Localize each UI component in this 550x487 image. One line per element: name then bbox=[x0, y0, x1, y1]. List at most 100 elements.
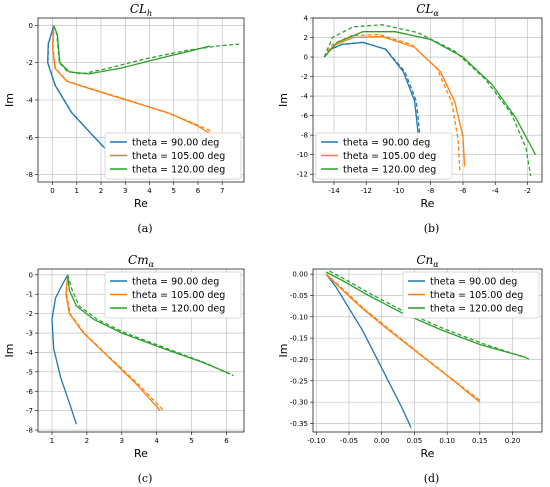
subplot-title: Cnα bbox=[416, 253, 439, 269]
legend-entry: theta = 105.00 deg bbox=[132, 290, 225, 301]
x-tick-label: 6 bbox=[224, 437, 229, 445]
y-axis-label: Im bbox=[277, 93, 290, 107]
series-line-105-dashed bbox=[52, 25, 213, 133]
y-tick-label: -5 bbox=[26, 368, 33, 376]
legend-box bbox=[315, 132, 453, 180]
x-tick-label: 2 bbox=[99, 187, 103, 195]
x-tick-label: -12 bbox=[360, 187, 371, 195]
y-axis-label: Im bbox=[277, 344, 290, 358]
x-tick-label: -0.10 bbox=[307, 437, 325, 445]
y-tick-label: 4 bbox=[304, 15, 309, 23]
y-tick-label: 0 bbox=[304, 54, 308, 62]
y-tick-label: -6 bbox=[26, 388, 34, 396]
y-tick-label: -1 bbox=[26, 291, 33, 299]
x-tick-label: 6 bbox=[196, 187, 201, 195]
series-line-105-dashed bbox=[65, 274, 165, 412]
y-tick-label: -6 bbox=[26, 134, 34, 142]
x-tick-label: 3 bbox=[123, 187, 127, 195]
series-line-120-dashed bbox=[53, 25, 240, 75]
series-line-120-solid bbox=[325, 271, 526, 358]
x-tick-label: 0.20 bbox=[505, 437, 521, 445]
y-tick-label: -12 bbox=[297, 171, 308, 179]
x-axis-label: Re bbox=[421, 447, 435, 460]
plot-frame bbox=[37, 17, 245, 183]
subplot-caption: (d) bbox=[424, 472, 440, 485]
subplot-caption: (c) bbox=[138, 472, 153, 485]
x-tick-label: -14 bbox=[328, 187, 340, 195]
legend-entry: theta = 105.00 deg bbox=[430, 290, 523, 301]
y-tick-label: -4 bbox=[26, 349, 34, 357]
subplot-c: 1 2 3 4 5 6 0 -1 -2 -3 -4 -5 -6 -7 -8 Cmα Re Im theta = 90… bbox=[3, 253, 245, 485]
y-tick-label: -10 bbox=[297, 151, 308, 159]
x-axis-label: Re bbox=[421, 197, 435, 210]
legend-entry: theta = 90.00 deg bbox=[430, 276, 517, 287]
series-line-900-dashed bbox=[323, 41, 421, 151]
x-tick-label: 1 bbox=[75, 187, 79, 195]
series-line-105-solid bbox=[323, 35, 466, 167]
x-axis-label: Re bbox=[134, 197, 148, 210]
y-tick-label: -6 bbox=[301, 112, 309, 120]
x-tick-label: 4 bbox=[147, 187, 152, 195]
y-axis-label: Im bbox=[3, 93, 16, 107]
y-tick-label: -3 bbox=[26, 330, 33, 338]
legend-entry: theta = 105.00 deg bbox=[132, 151, 225, 162]
y-tick-label: -4 bbox=[26, 97, 34, 105]
y-tick-label: -0.15 bbox=[290, 335, 308, 343]
x-tick-label: -6 bbox=[459, 187, 467, 195]
legend: theta = 90.00 deg theta = 105.00 deg theta… bbox=[315, 132, 453, 180]
x-tick-label: 0.05 bbox=[407, 437, 423, 445]
y-tick-label: -4 bbox=[301, 93, 309, 101]
y-tick-label: 0.00 bbox=[292, 271, 308, 279]
y-tick-label: -2 bbox=[26, 59, 33, 67]
subplot-title: Cmα bbox=[128, 253, 155, 269]
y-tick-label: 0 bbox=[29, 271, 33, 279]
subplot-b: -14 -12 -10 -8 -6 -4 -2 4 2 0 -2 -4 -6 -8 -10 -12 CLα Re I… bbox=[277, 2, 543, 235]
x-tick-label: -8 bbox=[427, 187, 434, 195]
legend-box bbox=[104, 271, 242, 319]
x-tick-label: -2 bbox=[524, 187, 531, 195]
y-tick-label: -0.05 bbox=[290, 292, 308, 300]
x-tick-label: 1 bbox=[50, 437, 54, 445]
legend-entry: theta = 120.00 deg bbox=[430, 303, 523, 314]
x-tick-label: -0.05 bbox=[340, 437, 358, 445]
y-tick-label: 2 bbox=[304, 34, 308, 42]
subplot-title: CLα bbox=[416, 2, 439, 18]
y-tick-label: -0.25 bbox=[290, 377, 308, 385]
subplot-title: CLh bbox=[130, 2, 152, 18]
legend: theta = 90.00 deg theta = 105.00 deg theta… bbox=[402, 271, 540, 319]
subplot-a: 0 1 2 3 4 5 6 7 0 -2 -4 -6 -8 CLh Re Im theta = 90.00 de… bbox=[3, 2, 245, 235]
plot-frame bbox=[37, 268, 245, 433]
series-line-120-dashed bbox=[323, 24, 532, 177]
legend-entry: theta = 120.00 deg bbox=[132, 303, 225, 314]
series-group bbox=[323, 24, 537, 177]
y-tick-label: -7 bbox=[26, 407, 33, 415]
y-tick-label: -0.35 bbox=[290, 420, 308, 428]
y-tick-label: -8 bbox=[26, 171, 33, 179]
y-tick-label: -8 bbox=[301, 132, 308, 140]
legend-entry: theta = 90.00 deg bbox=[132, 137, 219, 148]
subplot-caption: (a) bbox=[137, 222, 152, 235]
y-tick-label: -2 bbox=[301, 73, 308, 81]
y-tick-label: -2 bbox=[26, 310, 33, 318]
y-tick-label: -0.10 bbox=[290, 313, 308, 321]
series-group bbox=[51, 274, 234, 425]
x-tick-label: 5 bbox=[189, 437, 193, 445]
series-line-900-solid bbox=[51, 274, 78, 425]
x-tick-label: 3 bbox=[120, 437, 124, 445]
legend-entry: theta = 90.00 deg bbox=[132, 276, 219, 287]
series-line-105-solid bbox=[65, 274, 161, 412]
series-line-900-solid bbox=[325, 273, 412, 428]
x-tick-label: 0 bbox=[50, 187, 54, 195]
subplot-d: -0.10 -0.05 0.00 0.05 0.10 0.15 0.20 0.00 -0.05 -… bbox=[277, 253, 543, 485]
plot-frame bbox=[312, 17, 543, 183]
y-tick-label: 0 bbox=[29, 22, 33, 30]
legend: theta = 90.00 deg theta = 105.00 deg theta… bbox=[104, 132, 242, 180]
y-tick-label: -0.20 bbox=[290, 356, 308, 364]
legend-entry: theta = 120.00 deg bbox=[343, 164, 436, 175]
x-tick-label: 0.10 bbox=[439, 437, 455, 445]
plot-frame bbox=[312, 268, 543, 433]
x-tick-label: 4 bbox=[154, 437, 159, 445]
y-tick-label: -8 bbox=[26, 427, 33, 435]
series-line-120-solid bbox=[67, 274, 231, 375]
